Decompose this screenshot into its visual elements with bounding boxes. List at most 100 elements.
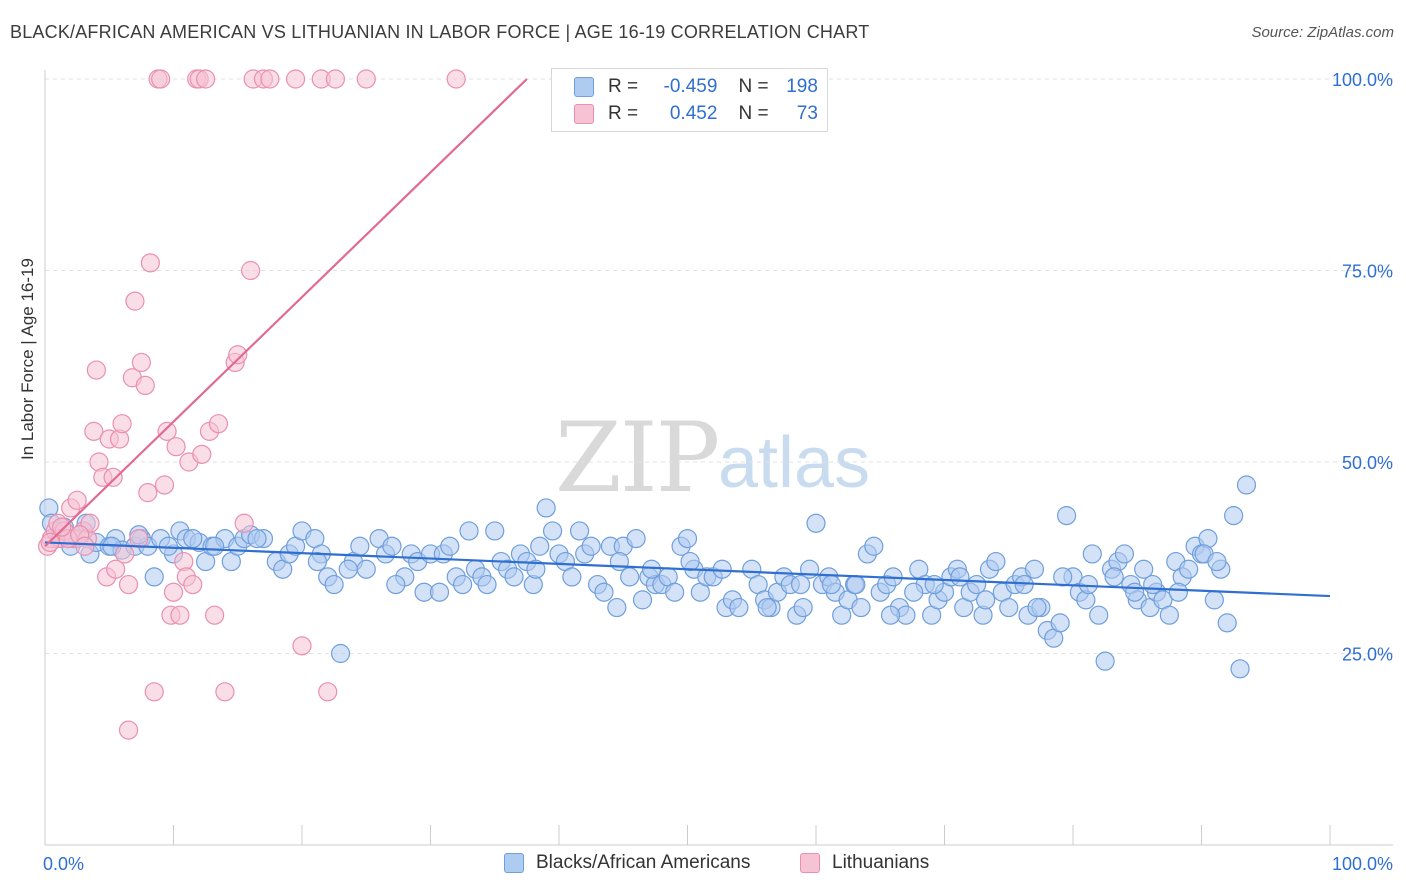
point-blacks [1159, 605, 1179, 625]
point-blacks [1236, 475, 1257, 495]
point-blacks [386, 574, 406, 595]
point-lithuanians [129, 528, 149, 549]
point-lithuanians [260, 69, 280, 89]
point-blacks [680, 551, 700, 572]
point-blacks [247, 528, 267, 549]
point-lithuanians [166, 437, 186, 457]
bottom-legend-swatch-blue [504, 853, 524, 873]
point-blacks [1125, 582, 1145, 602]
point-blacks [429, 582, 450, 602]
point-blacks [526, 559, 546, 579]
point-blacks [851, 597, 871, 618]
point-blacks [626, 528, 646, 549]
point-lithuanians [106, 559, 126, 579]
point-blacks [880, 605, 901, 625]
point-blacks [821, 574, 842, 595]
legend-row-pink: R = 0.452 N = 73 [574, 101, 818, 127]
point-lithuanians [318, 682, 338, 702]
bottom-legend-swatch-pink [800, 853, 820, 873]
bottom-legend-label-pink: Lithuanians [832, 852, 930, 873]
point-blacks [453, 574, 473, 595]
point-blacks [183, 528, 203, 549]
point-blacks [806, 513, 826, 533]
point-lithuanians [84, 421, 104, 441]
point-lithuanians [75, 536, 95, 556]
point-lithuanians [138, 483, 158, 503]
trend-line-lithuanians [44, 78, 528, 548]
point-blacks [338, 559, 358, 579]
watermark-atlas: atlas [718, 423, 871, 503]
point-blacks [620, 567, 640, 587]
point-blacks [356, 559, 376, 579]
trend-line-blacks [44, 541, 1331, 598]
point-lithuanians [52, 517, 72, 537]
y-tick-label: 100.0% [1332, 70, 1393, 90]
point-lithuanians [86, 360, 107, 380]
point-blacks [1095, 651, 1115, 671]
point-blacks [641, 559, 662, 579]
point-blacks [1027, 597, 1047, 618]
point-blacks [607, 597, 627, 618]
point-lithuanians [292, 636, 312, 656]
point-lithuanians [118, 720, 139, 740]
point-blacks [562, 567, 582, 587]
y-tick-label: 25.0% [1342, 645, 1393, 665]
legend-row-blue: R = -0.459 N = 198 [574, 74, 818, 100]
legend-n-value-pink: 73 [796, 103, 818, 124]
bottom-legend-blue: Blacks/African Americans [504, 852, 750, 874]
point-blacks [757, 597, 777, 618]
point-lithuanians [356, 69, 376, 89]
point-blacks [1204, 590, 1224, 610]
legend-r-label-pink: R = [608, 103, 639, 124]
point-blacks [440, 536, 460, 556]
point-blacks [1024, 559, 1045, 579]
point-blacks [1082, 544, 1102, 564]
legend-r-value-blue: -0.459 [663, 76, 718, 97]
point-lithuanians [125, 291, 145, 311]
point-lithuanians [151, 69, 171, 89]
point-lithuanians [157, 421, 177, 441]
point-blacks [1168, 582, 1188, 602]
point-blacks [1056, 506, 1077, 526]
point-lithuanians [183, 574, 203, 595]
point-blacks [382, 536, 402, 556]
point-blacks [729, 597, 749, 618]
point-lithuanians [234, 513, 254, 533]
point-blacks [846, 574, 866, 595]
point-blacks [1050, 613, 1070, 633]
point-lithuanians [170, 605, 190, 625]
point-blacks [205, 536, 225, 556]
point-lithuanians [228, 345, 248, 365]
point-lithuanians [446, 69, 466, 89]
point-lithuanians [118, 574, 139, 595]
point-blacks [459, 521, 479, 541]
point-lithuanians [67, 490, 87, 510]
point-lithuanians [205, 605, 225, 625]
point-lithuanians [215, 682, 235, 702]
point-blacks [864, 536, 884, 556]
legend-swatch-pink [574, 104, 594, 124]
point-blacks [569, 521, 590, 541]
correlation-legend: R = -0.459 N = 198 R = 0.452 N = 73 [551, 68, 828, 132]
point-blacks [1134, 559, 1154, 579]
point-blacks [350, 536, 370, 556]
watermark-zip: ZIP [555, 402, 720, 514]
point-blacks [581, 536, 601, 556]
legend-swatch-blue [574, 77, 594, 97]
point-lithuanians [241, 260, 261, 281]
point-blacks [330, 643, 351, 664]
source-label: Source: ZipAtlas.com [1251, 24, 1394, 41]
point-blacks [609, 551, 629, 572]
point-lithuanians [144, 682, 164, 702]
y-tick-label: 50.0% [1342, 453, 1393, 473]
point-lithuanians [196, 69, 216, 89]
point-blacks [307, 551, 328, 572]
point-blacks [986, 551, 1006, 572]
point-blacks [677, 528, 698, 549]
legend-n-label-blue: N = [738, 76, 769, 97]
point-lithuanians [135, 375, 155, 395]
point-blacks [1114, 544, 1135, 564]
point-blacks [504, 567, 524, 587]
legend-n-label-pink: N = [738, 103, 769, 124]
